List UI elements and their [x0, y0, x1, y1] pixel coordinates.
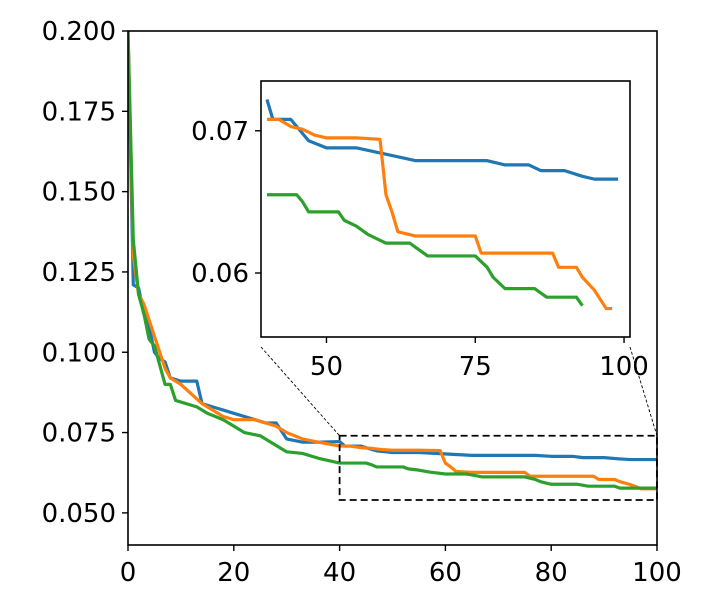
y-tick-label: 0.200	[42, 17, 116, 47]
inset-plot: 50 75 100 0.06 0.07	[191, 80, 649, 382]
x-tick-label: 100	[632, 558, 682, 588]
y-tick-label: 0.075	[42, 419, 116, 449]
series-blue-inset-line	[265, 99, 619, 181]
series-orange-line	[128, 31, 657, 491]
series-orange-inset-line	[266, 117, 613, 311]
y-tick-label: 0.050	[42, 499, 116, 529]
y-tick-label: 0.100	[42, 338, 116, 368]
y-tick-label: 0.150	[42, 178, 116, 208]
x-tick-label: 40	[323, 558, 356, 588]
y-tick-label: 0.175	[42, 97, 116, 127]
inset-x-tick-label: 100	[599, 352, 649, 382]
x-tick-label: 20	[217, 558, 250, 588]
x-tick-label: 0	[120, 558, 137, 588]
zoom-region-box	[338, 434, 658, 501]
inset-series-lines	[265, 99, 619, 311]
zoom-indicator	[260, 346, 658, 501]
x-tick-label: 80	[535, 558, 568, 588]
inset-y-tick-label: 0.07	[191, 117, 249, 147]
inset-background	[261, 81, 630, 337]
series-green-line	[128, 31, 657, 490]
inset-ticks: 50 75 100 0.06 0.07	[191, 117, 649, 382]
inset-y-tick-label: 0.06	[191, 259, 249, 289]
main-series-lines	[128, 31, 657, 491]
main-axes-frame	[127, 30, 658, 546]
main-ticks: 0 20 40 60 80 100 0.050 0.075 0.100 0.125 0.150 0.1…	[42, 17, 682, 588]
main-plot: 0 20 40 60 80 100 0.050 0.075 0.100 0.125 0.150 0.1…	[42, 17, 682, 588]
series-green-inset-line	[266, 193, 584, 307]
inset-x-tick-label: 50	[310, 352, 343, 382]
inset-axes-frame	[260, 80, 631, 338]
x-tick-label: 60	[429, 558, 462, 588]
inset-x-tick-label: 75	[459, 352, 492, 382]
y-tick-label: 0.125	[42, 258, 116, 288]
zoom-connector-right	[629, 346, 658, 436]
